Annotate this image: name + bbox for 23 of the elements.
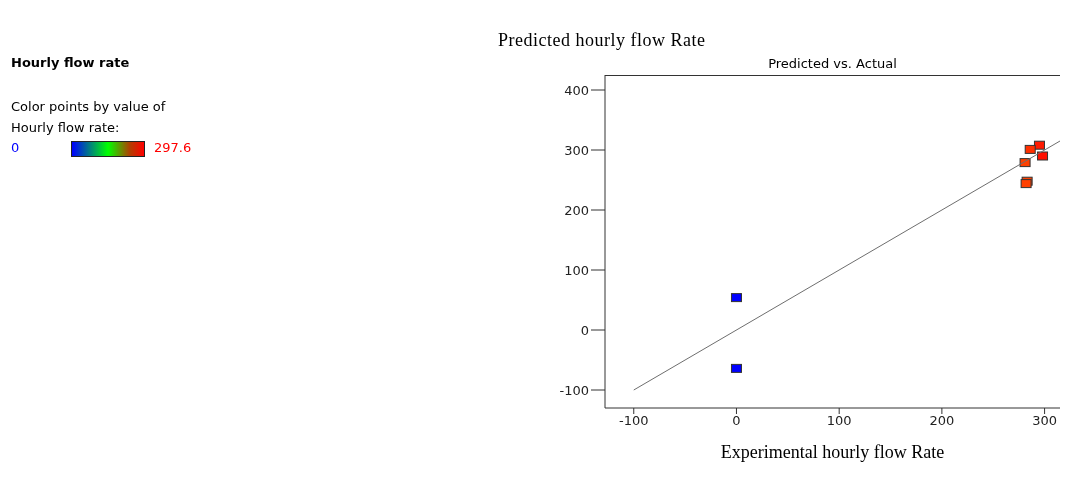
y-tick-label: 200 (564, 202, 589, 218)
x-tick-label: -100 (619, 413, 649, 429)
y-axis-title: Predicted hourly flow Rate (498, 30, 706, 51)
y-tick-label: 400 (564, 82, 589, 98)
text: Hourly flow rate (11, 55, 130, 70)
y-tick-label: 100 (564, 262, 589, 278)
point (730, 293, 742, 303)
y-tick-label: 0 (580, 322, 589, 338)
chart-title: Predicted vs. Actual (767, 56, 898, 71)
x-tick-label: 200 (929, 413, 955, 429)
point (1024, 144, 1036, 154)
point (1033, 140, 1045, 150)
point (1037, 151, 1049, 161)
x-axis-title: Experimental hourly flow Rate (719, 442, 946, 463)
point (730, 363, 742, 373)
y-tick-label: -100 (559, 382, 589, 398)
text: 0 (11, 140, 20, 155)
text: Color points by value of Hourly flow rate: (11, 98, 167, 137)
y-tick-label: 300 (564, 142, 589, 158)
x-tick-label: 300 (1032, 413, 1058, 429)
x-tick-label: 0 (732, 413, 741, 429)
text: 297.6 (154, 140, 192, 155)
x-tick-label: 100 (826, 413, 852, 429)
